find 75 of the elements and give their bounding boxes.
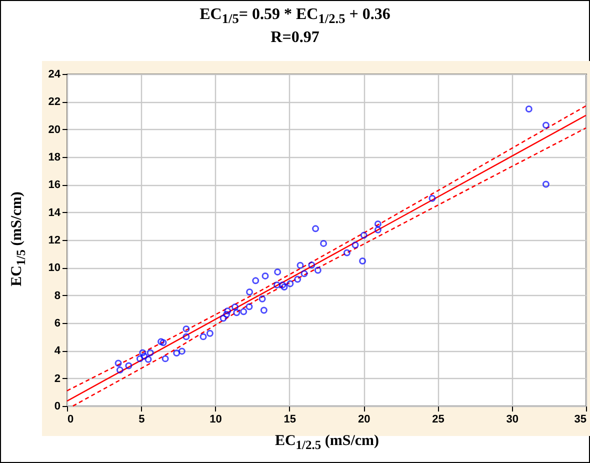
point — [273, 281, 280, 288]
y-tick-label: 16 — [48, 179, 60, 192]
y-tick-label: 10 — [48, 262, 60, 274]
point — [374, 226, 382, 234]
x-axis-title: EC$_{1/2.5}$ (mS/cm) — [274, 433, 380, 453]
point — [279, 281, 286, 288]
point — [262, 272, 269, 280]
point — [144, 356, 152, 363]
x-tick-label: 35 — [574, 414, 586, 426]
y-tick-label: 20 — [48, 124, 60, 136]
y-tick-label: 14 — [48, 206, 62, 219]
point — [116, 366, 124, 374]
y-tick-label: 22 — [48, 96, 60, 108]
point — [308, 262, 316, 269]
point — [146, 349, 154, 356]
x-tick-label: 20 — [358, 414, 370, 426]
point — [160, 339, 167, 346]
y-tick-label: 18 — [48, 152, 60, 164]
point — [274, 268, 282, 276]
point — [139, 349, 146, 356]
point — [320, 240, 328, 247]
x-tick-label: 10 — [210, 414, 222, 426]
point — [280, 284, 288, 291]
point — [114, 360, 122, 367]
point — [140, 352, 148, 360]
x-tick-label: 30 — [506, 414, 518, 426]
y-tick-label: 0 — [54, 400, 60, 412]
point — [296, 262, 304, 269]
y-tick-label: 2 — [54, 372, 60, 385]
chart-subtitle: R=0.97 — [270, 28, 320, 48]
point — [182, 333, 190, 340]
y-tick-label: 8 — [54, 290, 60, 302]
point — [158, 338, 164, 346]
point — [314, 266, 322, 274]
point — [220, 314, 227, 322]
point — [240, 308, 248, 316]
point — [200, 333, 207, 340]
point — [246, 303, 253, 310]
point — [525, 106, 532, 112]
point — [182, 325, 190, 332]
x-tick-label: 0 — [68, 414, 74, 426]
point — [343, 249, 350, 256]
point — [233, 309, 240, 316]
point — [162, 355, 169, 362]
point — [312, 225, 320, 232]
point — [359, 258, 366, 265]
point — [232, 303, 238, 310]
point — [125, 362, 132, 370]
point — [374, 220, 382, 228]
y-tick-label: 12 — [48, 234, 60, 246]
point — [286, 280, 294, 288]
y-tick-label: 6 — [54, 318, 60, 330]
point — [252, 277, 260, 284]
point — [258, 295, 266, 302]
point — [173, 350, 180, 356]
point — [206, 330, 214, 337]
point — [260, 306, 268, 314]
y-tick-label: 4 — [54, 345, 62, 358]
point — [352, 241, 359, 248]
y-tick-label: 24 — [48, 68, 62, 80]
point — [360, 232, 368, 239]
point — [178, 348, 186, 355]
point — [542, 122, 550, 129]
point — [223, 310, 230, 318]
point — [542, 180, 550, 188]
point — [136, 355, 144, 362]
x-tick-label: 25 — [432, 414, 444, 426]
point — [294, 276, 302, 283]
point — [224, 307, 232, 314]
point — [428, 194, 436, 202]
chart-title: EC$_{1/5}$= 0.59 * EC$_{1/2.5}$ + 0.36 — [198, 5, 392, 28]
x-tick-label: 5 — [138, 414, 145, 426]
point — [246, 288, 254, 296]
point — [300, 270, 308, 278]
x-tick-label: 15 — [284, 414, 296, 426]
